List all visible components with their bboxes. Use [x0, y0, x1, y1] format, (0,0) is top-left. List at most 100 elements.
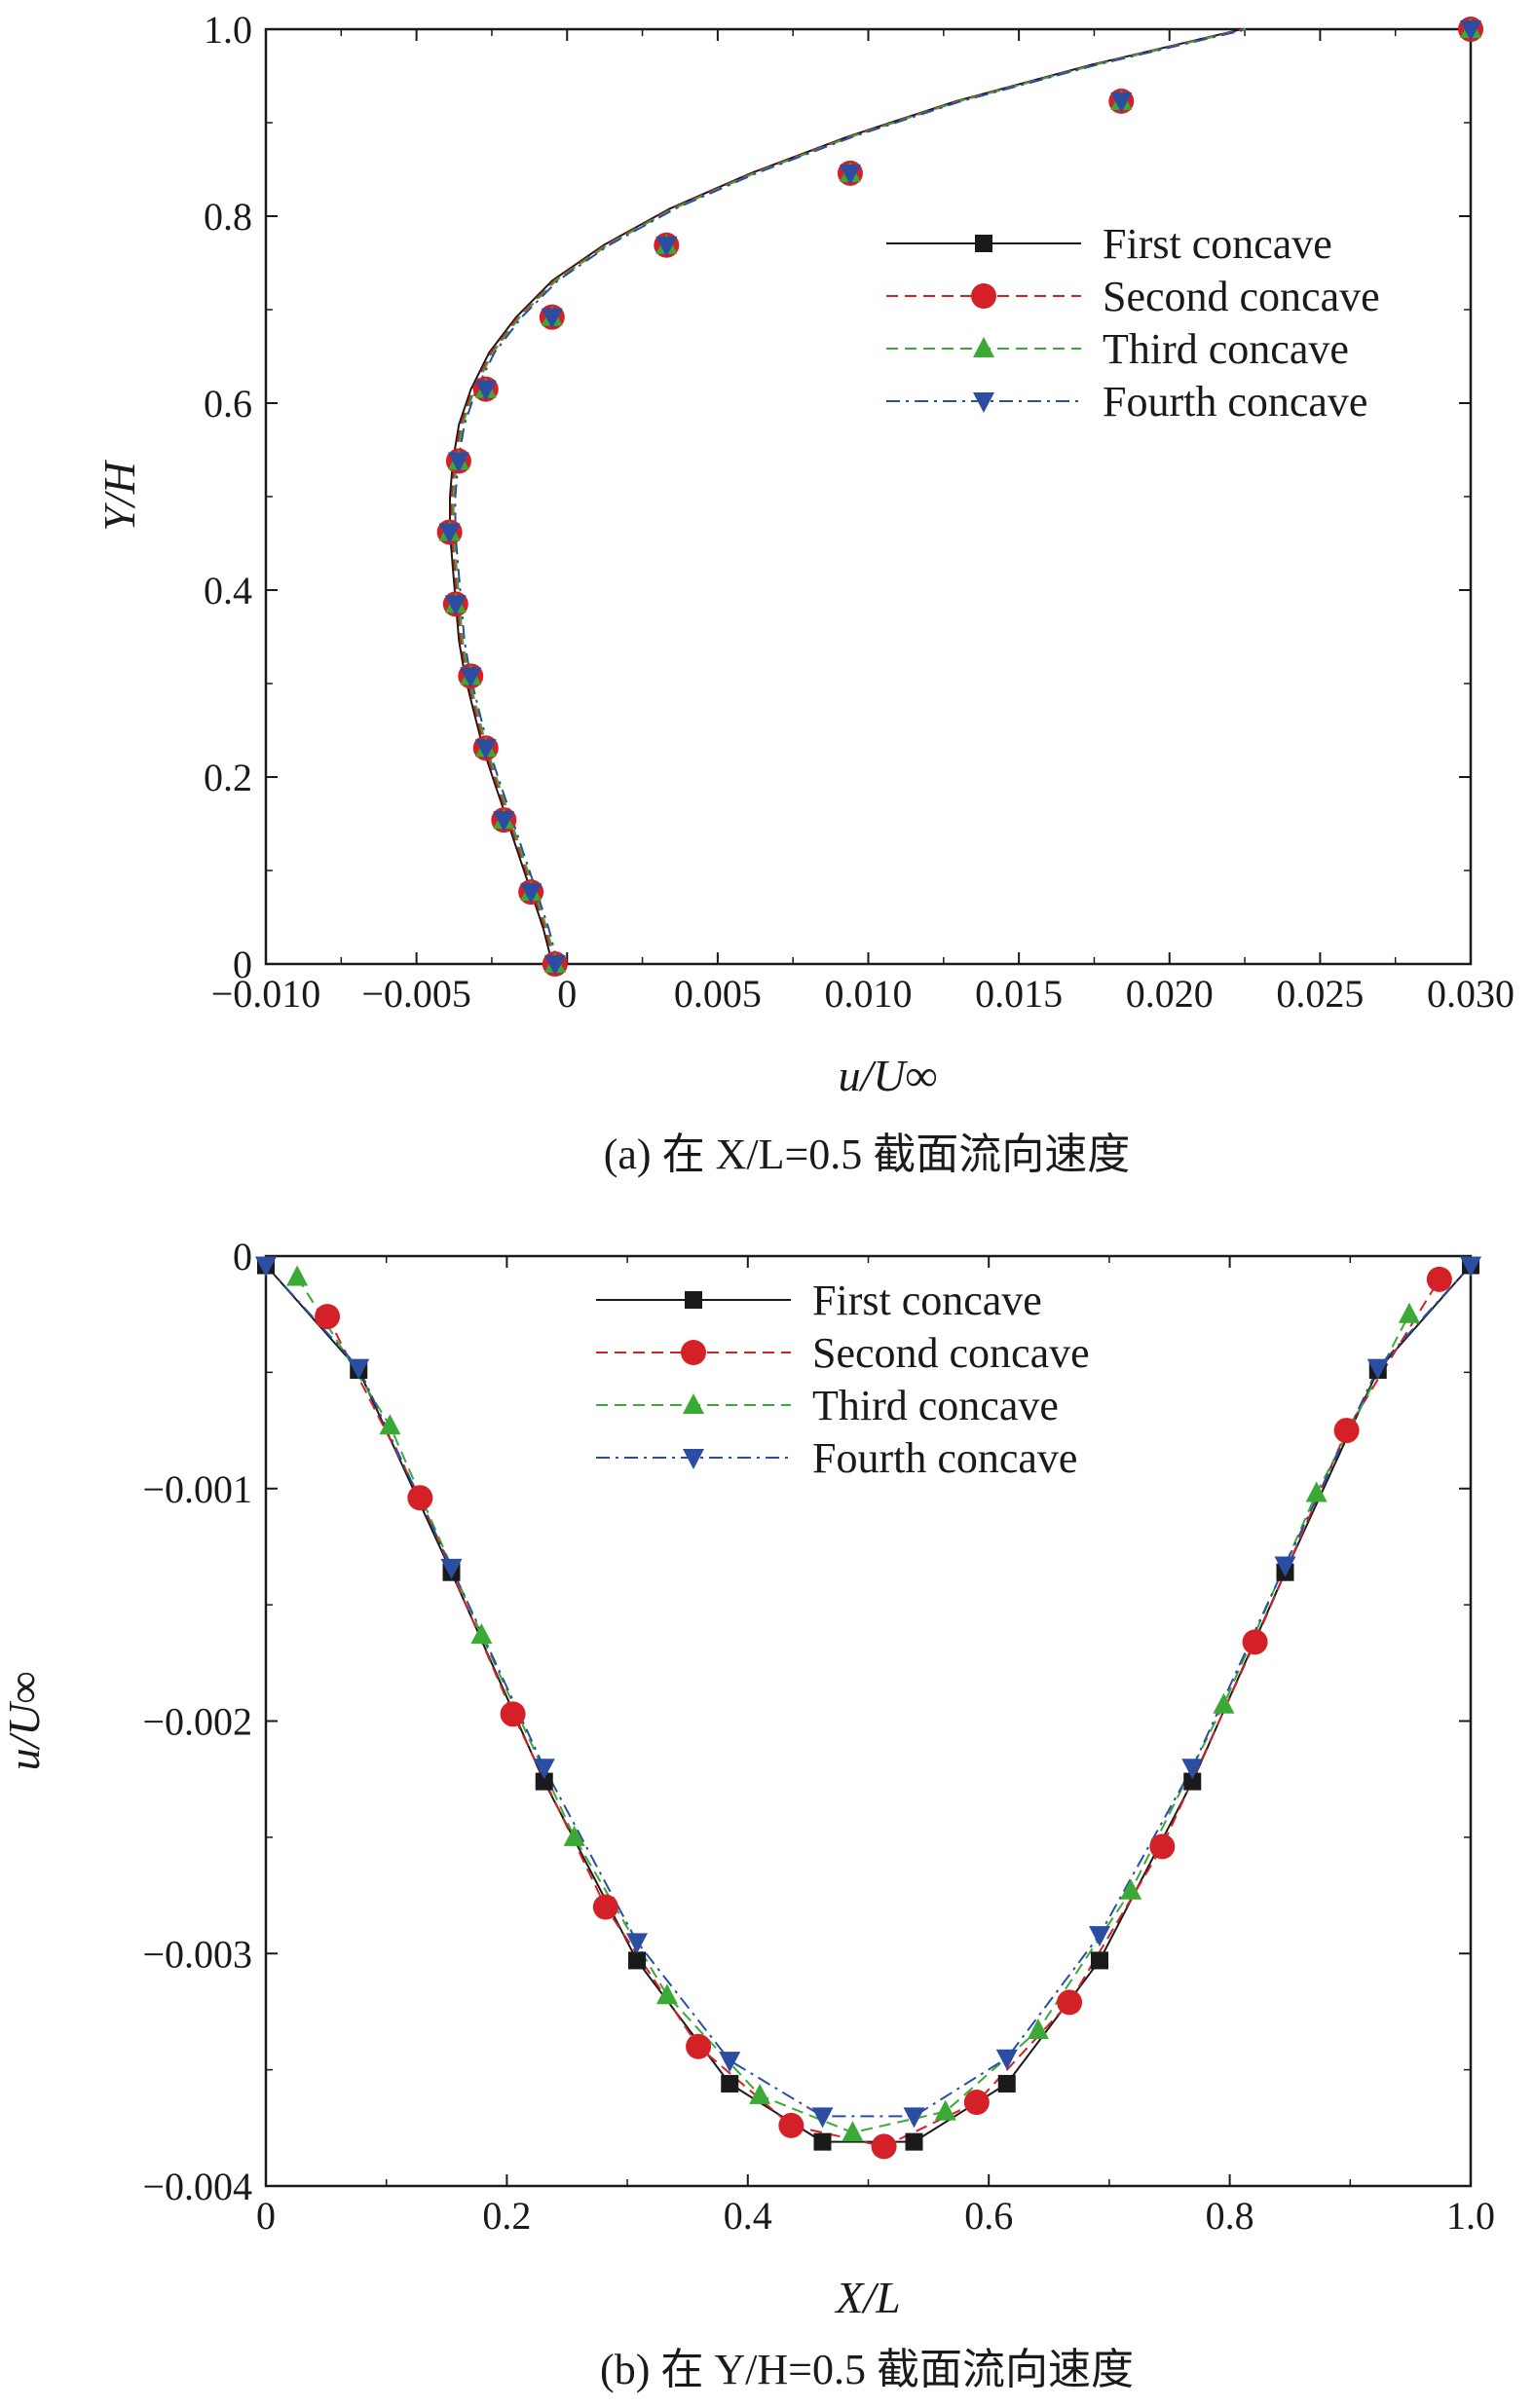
- legend-label: Fourth concave: [812, 1434, 1077, 1482]
- data-point: [625, 1933, 648, 1954]
- data-point: [627, 1951, 646, 1970]
- data-point: [438, 523, 461, 544]
- panel-caption: (a) 在 X/L=0.5 截面流向速度: [604, 1130, 1131, 1178]
- data-point: [535, 1772, 553, 1791]
- y-tick-label: 0.4: [204, 569, 252, 612]
- y-tick-label: 0: [233, 1235, 252, 1278]
- data-point: [255, 1256, 277, 1278]
- x-tick-label: 0.4: [724, 2194, 772, 2238]
- legend-marker: [971, 283, 996, 309]
- data-point: [379, 1414, 401, 1435]
- data-point: [444, 595, 467, 616]
- legend-marker: [681, 1340, 706, 1365]
- data-point: [1091, 1951, 1109, 1970]
- data-point: [1183, 1772, 1202, 1791]
- data-point: [1460, 20, 1481, 41]
- data-point: [447, 452, 469, 473]
- y-tick-label: 0.8: [204, 195, 252, 239]
- data-point: [1027, 2019, 1049, 2040]
- legend-marker: [685, 1291, 702, 1309]
- data-point: [315, 1304, 341, 1330]
- data-point: [348, 1358, 370, 1380]
- series-line: [450, 28, 1245, 965]
- legend-label: Second concave: [1103, 273, 1380, 320]
- data-point: [903, 2107, 925, 2129]
- x-tick-label: 0.6: [964, 2194, 1013, 2238]
- data-point: [905, 2132, 923, 2151]
- data-point: [997, 2074, 1016, 2093]
- data-point: [811, 2107, 834, 2129]
- data-point: [493, 811, 515, 833]
- x-tick-label: 0.020: [1126, 972, 1214, 1016]
- y-tick-label: 1.0: [204, 8, 252, 52]
- data-point: [592, 1894, 618, 1920]
- data-point: [470, 1623, 493, 1645]
- data-point: [655, 236, 678, 257]
- data-point: [1120, 1878, 1142, 1900]
- x-tick-label: 0.025: [1276, 972, 1364, 1016]
- data-point: [842, 2121, 864, 2142]
- x-tick-label: 0.2: [482, 2194, 531, 2238]
- data-point: [1181, 1759, 1204, 1780]
- x-tick-label: 0.030: [1427, 972, 1515, 1016]
- x-axis-title: u/U∞: [839, 1051, 938, 1100]
- data-point: [543, 955, 566, 976]
- series-line: [265, 1264, 1472, 2118]
- data-point: [1149, 1834, 1176, 1860]
- data-point: [541, 308, 563, 329]
- data-point: [533, 1759, 555, 1780]
- data-point: [1057, 1989, 1083, 2016]
- legend-marker: [975, 235, 992, 252]
- legend-marker: [973, 337, 994, 357]
- y-axis-title: u/U∞: [0, 1672, 49, 1771]
- y-tick-label: 0: [233, 943, 252, 986]
- data-point: [1460, 1256, 1481, 1278]
- data-point: [719, 2052, 741, 2073]
- x-axis-title: X/L: [834, 2273, 900, 2322]
- legend-marker: [683, 1449, 704, 1469]
- data-point: [474, 380, 497, 401]
- data-point: [407, 1485, 433, 1511]
- data-point: [1213, 1692, 1235, 1714]
- x-tick-label: 0.005: [674, 972, 762, 1016]
- legend-marker: [683, 1393, 704, 1414]
- data-point: [1398, 1302, 1420, 1323]
- data-point: [686, 2033, 712, 2059]
- y-tick-label: −0.003: [142, 1932, 252, 1976]
- y-tick-label: −0.002: [142, 1700, 252, 1744]
- legend-label: First concave: [1103, 220, 1332, 268]
- x-tick-label: 1.0: [1446, 2194, 1495, 2238]
- legend-label: First concave: [812, 1277, 1042, 1324]
- y-tick-label: 0.2: [204, 756, 252, 799]
- data-point: [1366, 1358, 1389, 1380]
- legend-marker: [973, 392, 994, 413]
- data-point: [440, 1558, 463, 1579]
- x-tick-label: 0: [557, 972, 577, 1016]
- panel-b-chart: 0 0.2 0.4 0.6 0.8 1.0 0 −0.001 −0.002 −0.003 −0.00…: [0, 1235, 1495, 2393]
- y-tick-label: −0.001: [142, 1467, 252, 1511]
- data-point: [460, 667, 482, 688]
- series-line: [454, 28, 1249, 965]
- x-tick-label: 0.015: [975, 972, 1063, 1016]
- legend-label: Third concave: [812, 1382, 1059, 1429]
- data-point: [1333, 1418, 1360, 1444]
- data-point: [963, 2090, 990, 2116]
- data-point: [749, 2083, 771, 2104]
- plot-frame: [264, 27, 1473, 966]
- x-tick-label: −0.005: [361, 972, 471, 1016]
- x-tick-label: 0.010: [825, 972, 913, 1016]
- data-point: [1305, 1481, 1328, 1502]
- x-tick-label: 0: [256, 2194, 276, 2238]
- data-point: [995, 2049, 1018, 2070]
- data-point: [655, 1983, 678, 2005]
- legend-label: Second concave: [812, 1329, 1090, 1377]
- data-point: [500, 1701, 526, 1727]
- data-point: [1242, 1629, 1268, 1655]
- data-point: [813, 2132, 832, 2151]
- data-point: [286, 1265, 309, 1286]
- data-point: [1089, 1926, 1111, 1947]
- data-point: [934, 2099, 956, 2121]
- data-point: [1110, 92, 1133, 113]
- data-point: [520, 883, 543, 905]
